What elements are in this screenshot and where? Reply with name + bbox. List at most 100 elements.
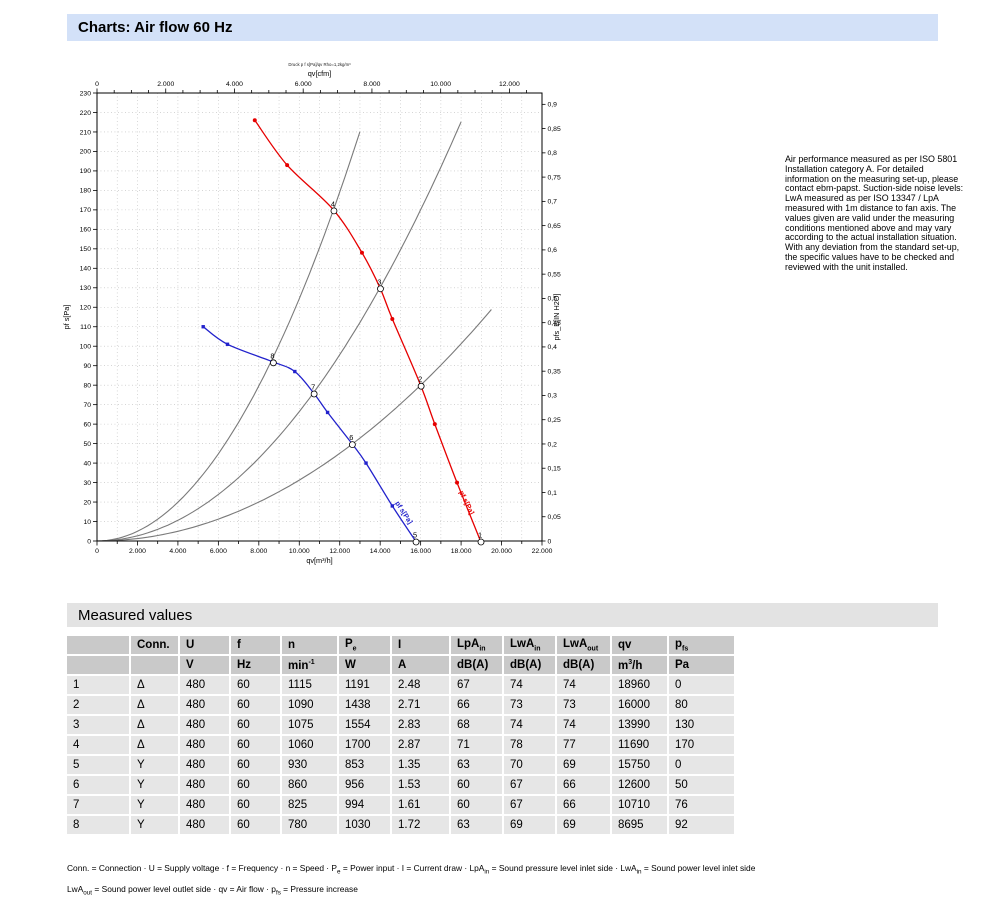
table-row: 6 Y 480 60 860 956 1.53 60 67 66 12600 50 (67, 776, 734, 794)
table-cell: 1 (67, 676, 129, 694)
axis-tick-label: 70 (83, 402, 91, 409)
table-cell: qv (612, 636, 667, 654)
axis-tick-label: 150 (80, 246, 92, 253)
table-cell: Y (131, 756, 178, 774)
table-cell: 10710 (612, 796, 667, 814)
top-axis-title: qv[cfm] (308, 69, 332, 78)
table-cell: 480 (180, 736, 229, 754)
data-point-marker (364, 461, 368, 465)
table-cell: 2 (67, 696, 129, 714)
axis-tick-label: 0,45 (548, 320, 561, 327)
axis-tick-label: 0,65 (548, 223, 561, 230)
data-point-marker (390, 316, 395, 321)
operating-point-number: 6 (349, 433, 353, 442)
operating-point-number: 1 (478, 531, 482, 540)
table-cell: 480 (180, 676, 229, 694)
axis-tick-label: 8.000 (363, 81, 380, 88)
table-cell: 860 (282, 776, 337, 794)
table-cell: 480 (180, 696, 229, 714)
table-cell: W (339, 656, 390, 674)
axis-tick-label: 0,05 (548, 514, 561, 521)
table-cell: 67 (504, 776, 555, 794)
axis-tick-label: 6.000 (210, 548, 227, 555)
table-cell: Δ (131, 676, 178, 694)
table-cell: dB(A) (557, 656, 610, 674)
table-cell: pfs (669, 636, 734, 654)
table-cell: 92 (669, 816, 734, 834)
delta-connection-curve (254, 119, 482, 542)
page-title: Charts: Air flow 60 Hz (67, 14, 938, 41)
table-cell: 780 (282, 816, 337, 834)
axis-tick-label: 0,2 (548, 441, 558, 448)
axis-tick-label: 0,7 (548, 199, 558, 206)
table-cell: 130 (669, 716, 734, 734)
table-cell: 8 (67, 816, 129, 834)
operating-point-number: 8 (270, 351, 274, 360)
table-cell: U (180, 636, 229, 654)
table-cell: Hz (231, 656, 280, 674)
druck-note: Druck p f s[Pa]/qv Rho=1,2kg/m³ (288, 62, 351, 67)
table-cell: 13990 (612, 716, 667, 734)
axis-tick-label: 140 (80, 266, 92, 273)
table-cell: 63 (451, 756, 502, 774)
table-row: 3 Δ 480 60 1075 1554 2.83 68 74 74 13990 130 (67, 716, 734, 734)
table-cell: 0 (669, 676, 734, 694)
operating-point-marker (348, 441, 356, 449)
table-cell: V (180, 656, 229, 674)
axis-tick-label: 0,6 (548, 247, 558, 254)
table-cell: Δ (131, 736, 178, 754)
table-cell: m3/h (612, 656, 667, 674)
axis-tick-label: 10.000 (430, 81, 451, 88)
table-cell: 853 (339, 756, 390, 774)
table-cell: 1.35 (392, 756, 449, 774)
operating-point-marker (417, 382, 425, 390)
table-cell: 5 (67, 756, 129, 774)
operating-point-number: 2 (418, 375, 422, 384)
table-cell: Pa (669, 656, 734, 674)
table-cell: LwAin (504, 636, 555, 654)
table-cell: 78 (504, 736, 555, 754)
axis-tick-label: 80 (83, 382, 91, 389)
table-cell: 18960 (612, 676, 667, 694)
axis-tick-label: 30 (83, 480, 91, 487)
axis-tick-label: 0,85 (548, 126, 561, 133)
axis-tick-label: 0,5 (548, 296, 558, 303)
table-cell: 69 (557, 816, 610, 834)
axis-tick-label: 20.000 (491, 548, 512, 555)
data-point-marker (325, 410, 330, 415)
table-cell: 3 (67, 716, 129, 734)
table-cell: 66 (557, 776, 610, 794)
table-cell: 66 (557, 796, 610, 814)
table-cell: 15750 (612, 756, 667, 774)
table-cell: 480 (180, 716, 229, 734)
table-cell: 60 (231, 716, 280, 734)
table-cell: 73 (557, 696, 610, 714)
table-row: 7 Y 480 60 825 994 1.61 60 67 66 10710 76 (67, 796, 734, 814)
table-cell: 12600 (612, 776, 667, 794)
axis-tick-label: 160 (80, 227, 92, 234)
table-cell: 67 (504, 796, 555, 814)
airflow-chart: 0102030405060708090100110120130140150160… (62, 62, 561, 565)
axis-tick-label: 0,4 (548, 344, 558, 351)
axis-tick-label: 2.000 (129, 548, 146, 555)
data-point-marker (285, 163, 290, 168)
table-cell: 825 (282, 796, 337, 814)
operating-point-marker (330, 207, 338, 215)
table-cell: 1075 (282, 716, 337, 734)
axis-tick-label: 90 (83, 363, 91, 370)
operating-point-number: 5 (413, 531, 417, 540)
operating-point-marker (412, 538, 420, 546)
table-cell: 74 (557, 716, 610, 734)
table-row: 5 Y 480 60 930 853 1.35 63 70 69 15750 0 (67, 756, 734, 774)
airflow-chart-container: 0 10 20 30 40 50 60 70 80 90 100 110 120 130 140 150 160… (57, 48, 567, 568)
axis-tick-label: 12.000 (499, 81, 520, 88)
data-point-marker (252, 118, 257, 123)
axis-tick-label: 0,15 (548, 466, 561, 473)
table-cell: 7 (67, 796, 129, 814)
table-cell: 1191 (339, 676, 390, 694)
table-cell: 67 (451, 676, 502, 694)
table-row: 2 Δ 480 60 1090 1438 2.71 66 73 73 16000 80 (67, 696, 734, 714)
table-cell: 69 (504, 816, 555, 834)
